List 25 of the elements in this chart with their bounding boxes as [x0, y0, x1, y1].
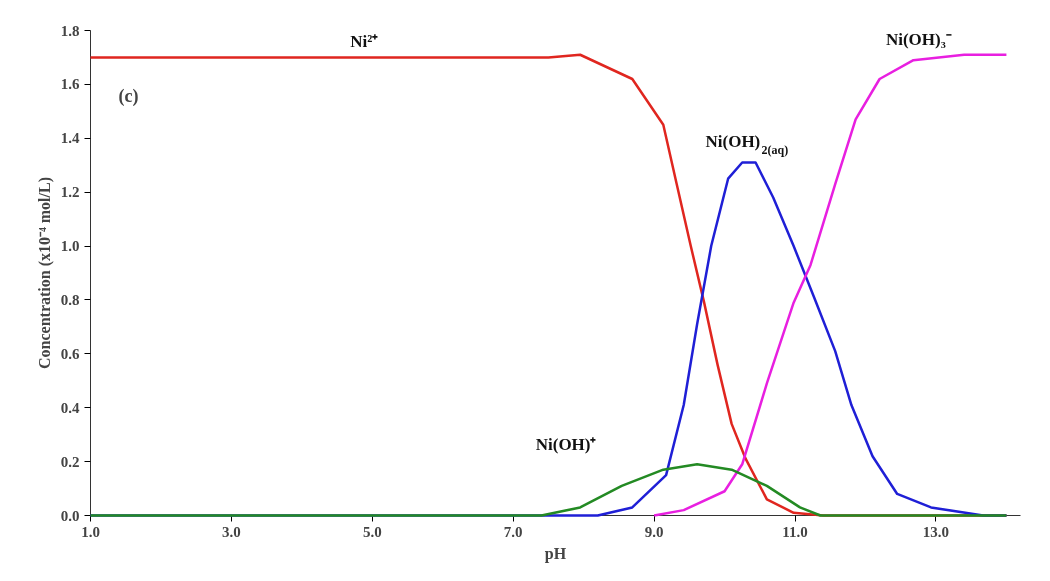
y-tick-label: 0.6 [60, 345, 80, 362]
y-tick-label: 0.2 [60, 453, 80, 470]
text: Ni(OH)⁺ [535, 435, 597, 455]
series-label: Ni²⁺ [350, 31, 379, 51]
y-tick-label: 1.8 [60, 22, 80, 39]
x-tick-label: 11.0 [782, 523, 808, 540]
x-axis-title: pH [544, 544, 567, 563]
x-tick-label: 7.0 [503, 523, 523, 540]
y-tick-label: 1.2 [60, 184, 80, 201]
y-tick-label: 0.4 [60, 399, 80, 416]
y-axis-title: Concentration (x10⁻⁴ mol/L) [35, 177, 54, 369]
annotation: (c) [118, 85, 139, 107]
y-tick-label: 0.8 [60, 291, 80, 308]
series-label: Ni(OH)₃⁻ [885, 29, 952, 49]
x-tick-label: 13.0 [922, 523, 950, 540]
line-series [652, 53, 1008, 517]
x-tick-label: 1.0 [81, 523, 100, 540]
y-tick-label: 1.6 [60, 76, 80, 93]
x-tick-label: 5.0 [362, 523, 382, 540]
line-series [89, 463, 1008, 517]
y-tick-label: 1.0 [60, 238, 80, 255]
x-tick-label: 9.0 [644, 523, 664, 540]
y-tick-label: 1.4 [60, 130, 80, 147]
x-tick-label: 3.0 [222, 523, 241, 540]
y-tick-label: 0.0 [60, 507, 80, 524]
